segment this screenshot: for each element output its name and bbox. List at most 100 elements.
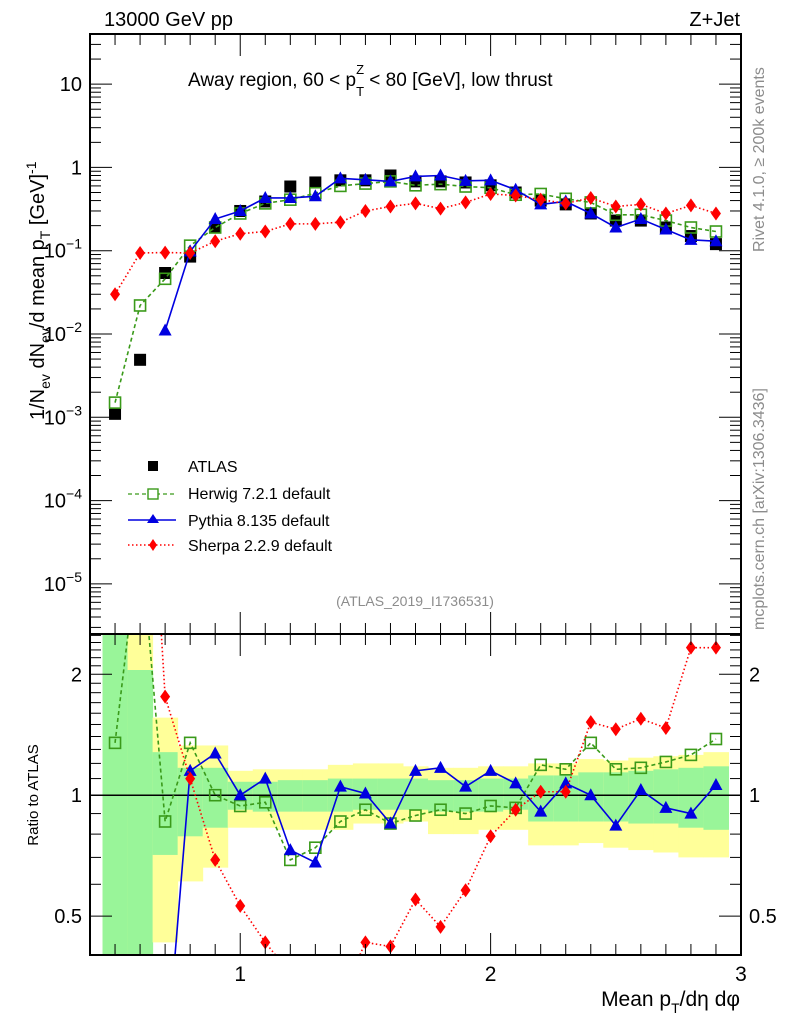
uncertainty-band-inner xyxy=(152,752,179,855)
y-tick-label: 10−3 xyxy=(44,402,82,429)
series-clip-group xyxy=(108,168,723,420)
data-point-pythia xyxy=(258,190,272,203)
data-point-pythia xyxy=(308,189,322,202)
ratio-axes: 2 2 1 1 0.5 0.5 1 2 3 xyxy=(54,633,777,986)
data-point-sherpa xyxy=(135,275,145,289)
data-point-pythia xyxy=(659,800,673,813)
data-point-herwig xyxy=(584,736,598,750)
mcplots-label: mcplots.cern.ch [arXiv:1306.3436] xyxy=(751,388,768,630)
data-point-sherpa xyxy=(560,784,571,799)
data-point-herwig xyxy=(158,272,172,286)
x-tick-label: 1 xyxy=(234,963,246,986)
y-tick-label-right: 2 xyxy=(749,664,760,686)
data-point-sherpa xyxy=(360,935,371,950)
data-point-sherpa xyxy=(110,287,121,302)
analysis-id-label: (ATLAS_2019_I1736531) xyxy=(336,593,494,609)
data-point-pythia xyxy=(609,220,623,233)
main-y-axis-label: 1/Nev dNev/d mean pT [GeV]-1 xyxy=(23,161,53,420)
uncertainty-band-inner xyxy=(202,767,229,828)
data-point-pythia xyxy=(283,190,297,203)
data-point-atlas xyxy=(309,176,322,189)
uncertainty-band-inner xyxy=(127,670,154,955)
data-point-pythia xyxy=(559,776,573,789)
y-tick-label: 10−4 xyxy=(44,486,82,513)
data-point-pythia xyxy=(409,169,422,182)
data-point-sherpa xyxy=(710,640,721,655)
data-point-sherpa xyxy=(560,196,571,211)
uncertainty-band-inner xyxy=(402,778,429,810)
data-point-pythia xyxy=(459,779,473,792)
data-point-sherpa xyxy=(235,898,246,913)
data-point-sherpa xyxy=(210,852,221,867)
legend: ATLAS Herwig 7.2.1 default Pythia 8.135 … xyxy=(128,459,333,555)
data-point-pythia xyxy=(584,206,598,219)
data-point-pythia xyxy=(283,843,297,856)
data-point-pythia xyxy=(258,771,272,784)
data-point-sherpa xyxy=(535,192,546,207)
y-tick-label: 10−5 xyxy=(44,569,82,596)
data-point-sherpa xyxy=(610,722,621,737)
data-point-pythia xyxy=(584,788,598,801)
data-point-pythia xyxy=(509,776,523,789)
data-point-herwig xyxy=(409,809,422,822)
data-point-sherpa xyxy=(535,784,546,799)
data-point-pythia xyxy=(183,763,197,776)
data-point-sherpa xyxy=(285,966,295,980)
data-point-sherpa xyxy=(135,245,146,260)
tick-exponent: −2 xyxy=(66,319,82,335)
data-point-herwig xyxy=(434,803,447,817)
data-point-sherpa xyxy=(660,721,671,736)
data-point-herwig xyxy=(634,761,648,775)
tick-base: 10 xyxy=(44,407,66,429)
y-tick-label: 1 xyxy=(71,157,82,179)
data-point-sherpa xyxy=(460,883,471,898)
tick-base: 10 xyxy=(44,241,66,263)
legend-marker-atlas xyxy=(148,461,158,471)
data-point-sherpa xyxy=(460,195,471,210)
y-tick-label-right: 0.5 xyxy=(749,906,777,928)
data-point-sherpa xyxy=(485,829,496,844)
data-point-herwig xyxy=(684,748,698,762)
legend-label: Herwig 7.2.1 default xyxy=(188,486,331,503)
data-point-herwig xyxy=(559,763,573,776)
data-point-sherpa xyxy=(335,992,345,1006)
data-point-atlas xyxy=(109,407,122,420)
data-point-sherpa xyxy=(510,802,521,817)
uncertainty-band-inner xyxy=(653,769,679,824)
uncertainty-band-inner xyxy=(678,767,704,828)
data-point-sherpa xyxy=(310,216,321,231)
data-point-sherpa xyxy=(260,224,271,239)
tick-exponent: −4 xyxy=(66,486,82,502)
data-point-herwig xyxy=(709,732,723,746)
data-point-pythia xyxy=(233,788,247,801)
y-tick-label: 10 xyxy=(60,74,82,96)
x-tick-label: 2 xyxy=(485,963,497,986)
ratio-y-axis-label: Ratio to ATLAS xyxy=(25,744,42,845)
y-tick-label: 2 xyxy=(71,664,82,686)
y-tick-label: 1 xyxy=(71,785,82,807)
data-point-pythia xyxy=(434,760,448,773)
data-point-herwig xyxy=(108,396,122,409)
data-point-sherpa xyxy=(210,234,221,249)
legend-label: Sherpa 2.2.9 default xyxy=(188,538,333,555)
data-point-herwig xyxy=(659,755,673,769)
x-tick-label: 3 xyxy=(735,963,747,986)
y-tick-label: 10−2 xyxy=(44,319,82,346)
data-point-pythia xyxy=(383,816,397,829)
data-point-pythia xyxy=(409,763,422,776)
data-point-herwig xyxy=(135,527,146,538)
legend-entry-herwig: Herwig 7.2.1 default xyxy=(128,486,331,503)
data-point-sherpa xyxy=(185,771,196,786)
y-tick-label: 0.5 xyxy=(54,906,82,928)
tick-exponent: −3 xyxy=(66,402,82,418)
legend-entry-pythia: Pythia 8.135 default xyxy=(128,513,330,530)
rivet-version-label: Rivet 4.1.0, ≥ 200k events xyxy=(751,67,768,252)
data-point-pythia xyxy=(659,222,673,235)
data-point-sherpa xyxy=(435,919,446,934)
data-point-pythia xyxy=(333,171,347,184)
data-point-herwig xyxy=(609,763,623,776)
data-point-sherpa xyxy=(660,206,671,221)
main-series-group xyxy=(108,168,723,420)
data-point-sherpa xyxy=(410,892,421,907)
